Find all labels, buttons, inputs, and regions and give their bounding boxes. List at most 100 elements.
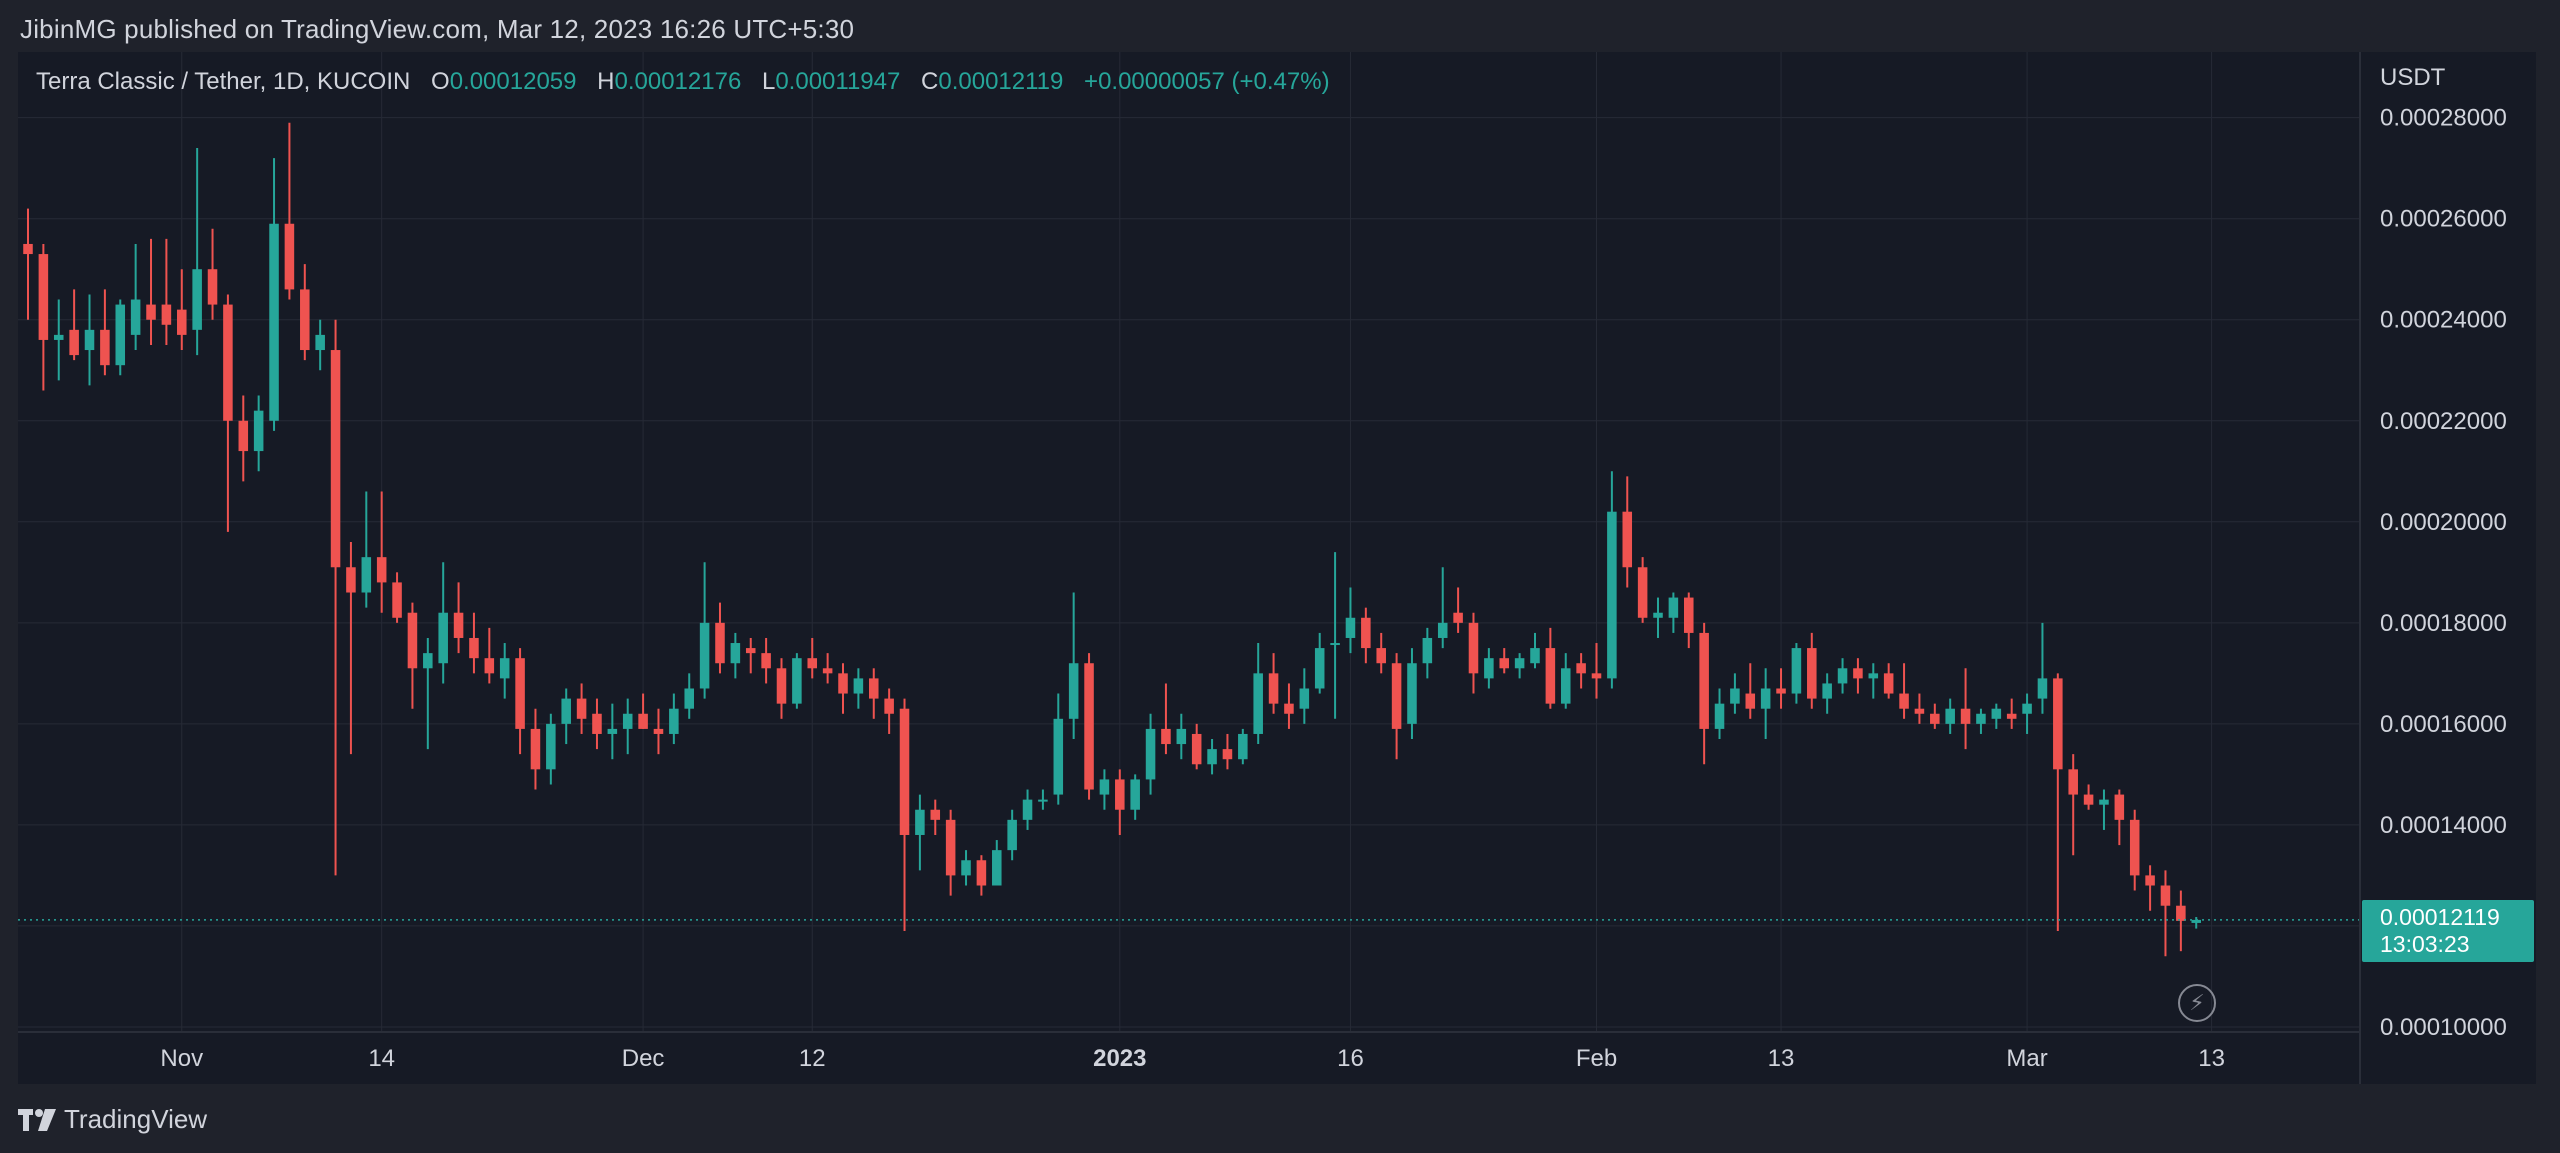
candle[interactable]: [2037, 622, 2048, 714]
candle[interactable]: [546, 713, 556, 785]
candle[interactable]: [69, 289, 79, 361]
candle[interactable]: [1576, 653, 1586, 689]
candle[interactable]: [2129, 809, 2140, 891]
candle[interactable]: [1853, 658, 1863, 694]
candle[interactable]: [376, 491, 387, 613]
candle[interactable]: [2191, 917, 2201, 929]
chart-frame[interactable]: 0.00010000 0.00014000 0.00016000 0.00018000…: [18, 52, 2536, 1084]
candle[interactable]: [1530, 632, 1540, 669]
candle[interactable]: [100, 289, 110, 376]
candle[interactable]: [1868, 663, 1879, 699]
candle[interactable]: [1714, 688, 1725, 740]
candle[interactable]: [1314, 632, 1325, 694]
candle[interactable]: [761, 637, 771, 684]
candle[interactable]: [223, 294, 233, 532]
candle[interactable]: [177, 269, 187, 351]
candle[interactable]: [1899, 663, 1909, 719]
candle[interactable]: [269, 158, 279, 431]
candle[interactable]: [423, 637, 433, 750]
candle[interactable]: [1637, 557, 1648, 623]
candle[interactable]: [1330, 552, 1340, 719]
candle[interactable]: [2068, 754, 2078, 856]
candle[interactable]: [1191, 723, 1202, 770]
candle[interactable]: [530, 708, 541, 790]
candle[interactable]: [1837, 658, 1848, 694]
candle[interactable]: [1268, 653, 1279, 714]
candle[interactable]: [1960, 668, 1971, 750]
candle[interactable]: [730, 632, 741, 679]
candle[interactable]: [1607, 471, 1617, 689]
candle[interactable]: [1791, 643, 1802, 704]
candle[interactable]: [1622, 476, 1633, 588]
candle[interactable]: [1284, 683, 1294, 729]
candle[interactable]: [1653, 597, 1663, 638]
candle[interactable]: [469, 612, 479, 674]
candle[interactable]: [484, 627, 495, 684]
candle[interactable]: [1945, 698, 1955, 734]
candle[interactable]: [1807, 632, 1817, 709]
candle[interactable]: [1407, 648, 1417, 740]
candle[interactable]: [1914, 693, 1925, 724]
candle[interactable]: [161, 238, 172, 345]
candle[interactable]: [638, 693, 648, 729]
candle[interactable]: [653, 708, 664, 755]
candle[interactable]: [1145, 713, 1156, 795]
candle[interactable]: [315, 319, 325, 371]
candle[interactable]: [1068, 592, 1079, 740]
candle[interactable]: [699, 562, 710, 699]
candle[interactable]: [1760, 668, 1771, 740]
candle[interactable]: [1099, 769, 1110, 810]
candle[interactable]: [1776, 668, 1786, 709]
candle[interactable]: [1422, 627, 1433, 679]
candle[interactable]: [499, 643, 510, 699]
candle[interactable]: [1745, 663, 1756, 719]
lightning-icon[interactable]: ⚡: [2178, 984, 2216, 1022]
candle[interactable]: [207, 228, 218, 320]
candle[interactable]: [146, 238, 156, 345]
candle[interactable]: [38, 243, 49, 391]
candle[interactable]: [822, 653, 833, 684]
candle[interactable]: [884, 688, 894, 734]
candle[interactable]: [2145, 865, 2155, 911]
candle[interactable]: [745, 637, 756, 674]
candle[interactable]: [253, 395, 264, 472]
candle[interactable]: [1361, 607, 1371, 664]
candle[interactable]: [868, 668, 879, 719]
candle[interactable]: [792, 653, 802, 709]
candle[interactable]: [1437, 567, 1448, 649]
candle[interactable]: [1499, 648, 1510, 674]
candle[interactable]: [361, 491, 372, 608]
candle[interactable]: [776, 658, 787, 719]
candle[interactable]: [1883, 663, 1894, 699]
candle[interactable]: [684, 673, 694, 719]
candle[interactable]: [392, 572, 402, 623]
candle[interactable]: [1176, 713, 1187, 760]
candle[interactable]: [1976, 708, 1986, 734]
candle[interactable]: [945, 809, 956, 896]
candle[interactable]: [807, 637, 818, 679]
candlestick-chart[interactable]: 0.00010000 0.00014000 0.00016000 0.00018000…: [18, 52, 2536, 1084]
candle[interactable]: [1484, 648, 1494, 689]
candle[interactable]: [1468, 612, 1479, 694]
tradingview-logo[interactable]: TradingView: [18, 1104, 207, 1135]
candle[interactable]: [561, 688, 571, 745]
candle[interactable]: [192, 147, 202, 356]
candle[interactable]: [1991, 703, 2002, 729]
candle[interactable]: [284, 122, 295, 300]
candle[interactable]: [930, 799, 941, 835]
candle[interactable]: [2083, 784, 2094, 810]
candle[interactable]: [2053, 673, 2063, 931]
candle[interactable]: [330, 319, 341, 876]
candle[interactable]: [84, 294, 95, 386]
candle[interactable]: [976, 855, 987, 896]
candle[interactable]: [1207, 739, 1217, 775]
candle[interactable]: [1238, 728, 1248, 765]
candle[interactable]: [1930, 703, 1940, 729]
candle[interactable]: [23, 208, 33, 320]
candle[interactable]: [407, 602, 418, 709]
candle[interactable]: [1699, 622, 1709, 765]
candle[interactable]: [2022, 693, 2032, 734]
candle[interactable]: [515, 648, 525, 755]
candle[interactable]: [1007, 809, 1017, 861]
candle[interactable]: [453, 582, 464, 654]
